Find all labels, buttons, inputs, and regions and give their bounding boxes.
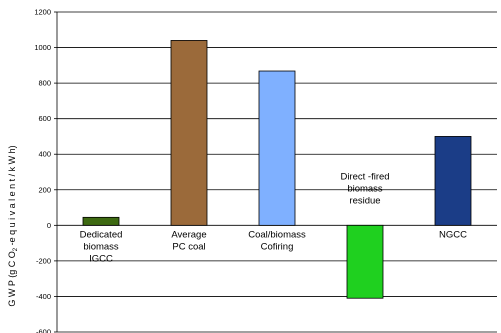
category-label-line: residue bbox=[349, 195, 380, 206]
category-label-line: Dedicated bbox=[80, 229, 123, 240]
y-tick-label: -600 bbox=[36, 328, 51, 333]
y-tick-label: 200 bbox=[38, 185, 51, 194]
axis-layer bbox=[54, 11, 58, 333]
y-axis-title: G W P (g C O2 -e q u i v a l e n t / k W… bbox=[7, 145, 19, 306]
category-label-line: NGCC bbox=[439, 229, 467, 240]
tick-label-layer: 1200 1000 800 600 400 200 0 -200 -400 -600 bbox=[34, 8, 51, 333]
y-tick-label: 600 bbox=[38, 114, 51, 123]
y-axis-title-post: -e q u i v a l e n t / k W h) bbox=[7, 145, 17, 248]
y-tick-label: 0 bbox=[47, 221, 51, 230]
category-label-line: biomass bbox=[347, 183, 383, 194]
y-tick-label: 1000 bbox=[34, 43, 51, 52]
y-tick-label: 1200 bbox=[34, 8, 51, 17]
category-label-line: IGCC bbox=[89, 253, 113, 264]
y-axis-title-pre: G W P (g C O bbox=[7, 251, 17, 306]
bar-0 bbox=[82, 216, 120, 226]
category-label-line: Average bbox=[171, 229, 206, 240]
bar-1 bbox=[170, 40, 208, 226]
category-label-line: Direct -fired bbox=[340, 171, 389, 182]
category-label-line: Coal/biomass bbox=[248, 229, 306, 240]
category-label-line: PC coal bbox=[172, 241, 205, 252]
y-tick-label: 400 bbox=[38, 150, 51, 159]
category-label-line: biomass bbox=[83, 241, 119, 252]
bar-4 bbox=[434, 136, 472, 226]
y-tick-label: 800 bbox=[38, 79, 51, 88]
y-tick-label: -400 bbox=[36, 292, 51, 301]
bar-2 bbox=[258, 70, 296, 226]
bar-3 bbox=[346, 224, 384, 299]
category-label-line: Cofiring bbox=[261, 241, 294, 252]
y-tick-label: -200 bbox=[36, 256, 51, 265]
y-axis-title-sub: 2 bbox=[13, 247, 19, 251]
bar-layer bbox=[82, 40, 472, 299]
